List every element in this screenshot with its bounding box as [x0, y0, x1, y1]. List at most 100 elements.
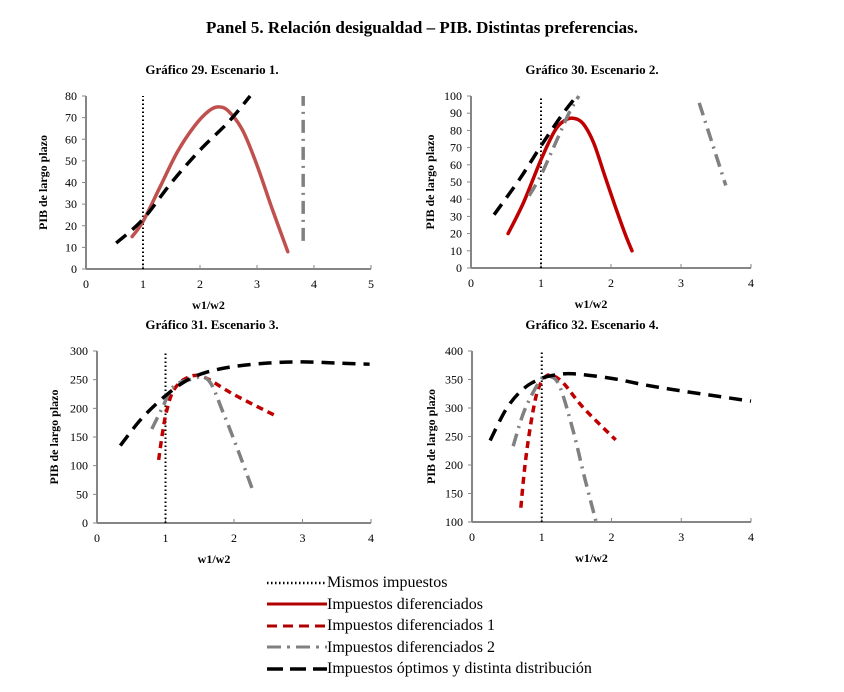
chart-title: Gráfico 31. Escenario 3.: [145, 317, 278, 332]
y-tick-label: 100: [444, 89, 462, 103]
y-tick-label: 50: [450, 175, 462, 189]
legend-item-mismos: Mismos impuestos: [265, 572, 592, 594]
y-tick-label: 30: [65, 197, 77, 211]
series-line-opt: [488, 371, 752, 442]
y-tick-label: 100: [70, 459, 88, 473]
y-tick-label: 150: [445, 487, 463, 501]
legend-item-opt: Impuestos óptimos y distinta distribució…: [265, 658, 592, 680]
legend-label: Mismos impuestos: [327, 574, 448, 591]
x-tick-label: 3: [254, 277, 260, 291]
x-tick-label: 3: [678, 276, 684, 290]
x-tick-label: 0: [469, 530, 475, 544]
x-tick-label: 3: [678, 530, 684, 544]
x-tick-label: 0: [468, 276, 474, 290]
y-axis-label: PIB de largo plazo: [47, 390, 61, 485]
x-tick-label: 4: [311, 277, 317, 291]
y-tick-label: 60: [450, 158, 462, 172]
x-tick-label: 2: [609, 530, 615, 544]
y-tick-label: 350: [445, 373, 463, 387]
legend-label: Impuestos óptimos y distinta distribució…: [327, 660, 592, 677]
x-tick-label: 1: [140, 277, 146, 291]
series-line-dif2: [527, 95, 581, 197]
y-axis-label: PIB de largo plazo: [36, 135, 50, 230]
series-line-opt: [492, 94, 579, 216]
x-axis-label: w1/w2: [198, 552, 231, 566]
x-tick-label: 0: [94, 531, 100, 545]
x-tick-label: 2: [231, 531, 237, 545]
x-tick-label: 2: [197, 277, 203, 291]
y-axis-label: PIB de largo plazo: [424, 389, 438, 484]
series-line-opt: [118, 360, 370, 447]
y-tick-label: 30: [450, 209, 462, 223]
series-line-dif2: [150, 375, 255, 493]
legend-swatch-longdash: [267, 667, 327, 671]
x-axis-label: w1/w2: [575, 551, 608, 565]
chart-2: Gráfico 30. Escenario 2.0 1 2 3 401020304050…: [423, 62, 754, 311]
series-line-dif2b: [697, 102, 728, 186]
y-tick-label: 10: [450, 244, 462, 258]
legend-label: Impuestos diferenciados 2: [327, 638, 495, 656]
legend-label: Impuestos diferenciados 1: [327, 617, 495, 634]
y-tick-label: 20: [450, 227, 462, 241]
x-tick-label: 3: [300, 531, 306, 545]
chart-1: Gráfico 29. Escenario 1.0 1 2 3 4 50102030405…: [36, 62, 374, 312]
y-tick-label: 200: [70, 401, 88, 415]
y-tick-label: 250: [70, 373, 88, 387]
x-tick-label: 1: [538, 276, 544, 290]
legend-label: Impuestos diferenciados: [327, 595, 483, 613]
series-line-dif2: [511, 374, 598, 523]
y-tick-label: 60: [65, 132, 77, 146]
series-line-dif1: [519, 373, 617, 508]
y-tick-label: 0: [456, 261, 462, 275]
y-tick-label: 70: [65, 111, 77, 125]
legend-item-dif2: Impuestos diferenciados 2: [265, 637, 592, 659]
chart-title: Gráfico 29. Escenario 1.: [145, 62, 278, 77]
y-tick-label: 300: [70, 344, 88, 358]
x-axis-label: w1/w2: [575, 297, 608, 311]
series-line-dif1: [156, 373, 279, 461]
chart-title: Gráfico 32. Escenario 4.: [525, 317, 658, 332]
y-tick-label: 0: [71, 262, 77, 276]
chart-title: Gráfico 30. Escenario 2.: [525, 62, 658, 77]
y-tick-label: 80: [65, 89, 77, 103]
chart-4: Gráfico 32. Escenario 4. 0 1 2 3 4 100 150 200 25…: [424, 317, 754, 565]
series-line-dif: [506, 116, 634, 253]
y-tick-label: 70: [450, 141, 462, 155]
chart-3: Gráfico 31. Escenario 3. 0 1 2 3 4 0 50 100 150 20…: [47, 317, 374, 566]
x-tick-label: 0: [83, 277, 89, 291]
legend-swatch-dotted: [267, 581, 327, 584]
legend-swatch-dashed: [267, 624, 327, 628]
x-axis-label: w1/w2: [192, 298, 225, 312]
legend-item-dif1: Impuestos diferenciados 1: [265, 615, 592, 637]
x-tick-label: 4: [748, 276, 754, 290]
x-tick-label: 4: [748, 530, 754, 544]
legend-swatch-solid: [267, 602, 327, 606]
y-tick-label: 20: [65, 219, 77, 233]
y-tick-label: 40: [450, 192, 462, 206]
legend: Mismos impuestos Impuestos diferenciados…: [265, 572, 592, 680]
y-axis-label: PIB de largo plazo: [423, 135, 437, 230]
x-tick-label: 1: [163, 531, 169, 545]
series-line-opt: [115, 94, 252, 245]
y-tick-label: 0: [82, 516, 88, 530]
panel-title: Panel 5. Relación desigualdad – PIB. Dis…: [206, 18, 638, 37]
legend-swatch-dashdot: [267, 645, 327, 649]
y-tick-label: 100: [445, 515, 463, 529]
y-tick-label: 10: [65, 240, 77, 254]
y-tick-label: 50: [65, 154, 77, 168]
x-tick-label: 2: [608, 276, 614, 290]
y-tick-label: 50: [76, 487, 88, 501]
y-tick-label: 400: [445, 344, 463, 358]
y-tick-label: 80: [450, 123, 462, 137]
x-tick-label: 4: [368, 531, 374, 545]
x-tick-label: 1: [539, 530, 545, 544]
y-tick-label: 250: [445, 430, 463, 444]
y-tick-label: 40: [65, 176, 77, 190]
legend-item-dif: Impuestos diferenciados: [265, 594, 592, 616]
series-line-dif: [130, 105, 290, 254]
x-tick-label: 5: [368, 277, 374, 291]
y-tick-label: 150: [70, 430, 88, 444]
y-tick-label: 300: [445, 401, 463, 415]
y-tick-label: 90: [450, 106, 462, 120]
